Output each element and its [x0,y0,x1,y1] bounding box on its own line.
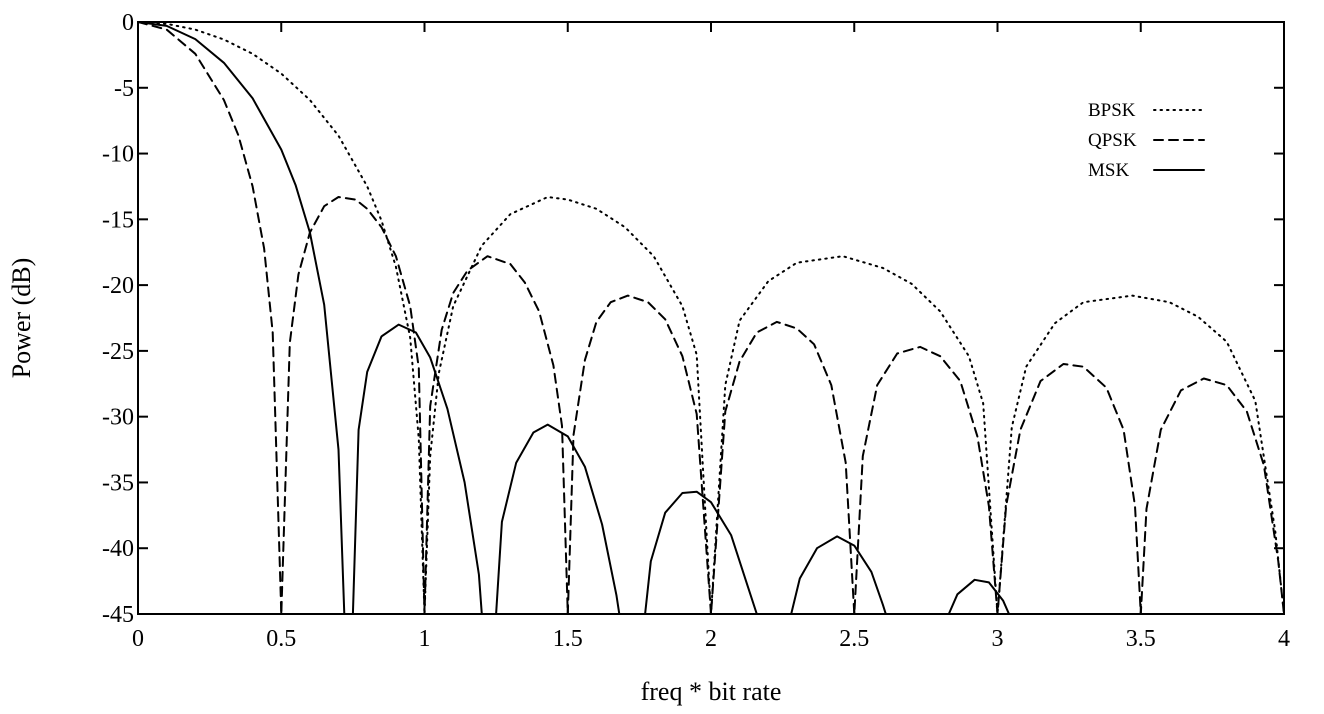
y-tick-label: -5 [114,76,134,102]
series-lines [138,22,1284,614]
x-tick-label: 3 [992,626,1004,652]
x-tick-label: 0 [132,626,144,652]
x-tick-label: 2 [705,626,717,652]
y-tick-label: -10 [102,142,134,168]
y-tick-label: -45 [102,602,134,628]
y-tick-label: -15 [102,207,134,233]
x-axis-label: freq * bit rate [641,677,782,706]
x-tick-label: 2.5 [839,626,869,652]
series-line-qpsk [138,22,1284,614]
x-tick-label: 0.5 [266,626,296,652]
x-tick-label: 3.5 [1126,626,1156,652]
series-line-msk [138,22,1010,614]
y-tick-label: 0 [122,10,134,36]
y-tick-label: -25 [102,339,134,365]
x-tick-label: 4 [1278,626,1290,652]
x-tick-label: 1.5 [553,626,583,652]
y-tick-label: -40 [102,536,134,562]
legend-label-bpsk: BPSK [1088,100,1136,121]
y-tick-label: -35 [102,470,134,496]
y-tick-label: -20 [102,273,134,299]
y-axis-label: Power (dB) [7,258,36,379]
x-tick-label: 1 [419,626,431,652]
legend: BPSK QPSK MSK [1088,100,1205,181]
legend-label-qpsk: QPSK [1088,130,1137,151]
legend-label-msk: MSK [1088,160,1129,181]
series-line-bpsk [138,22,1284,614]
y-tick-label: -30 [102,405,134,431]
